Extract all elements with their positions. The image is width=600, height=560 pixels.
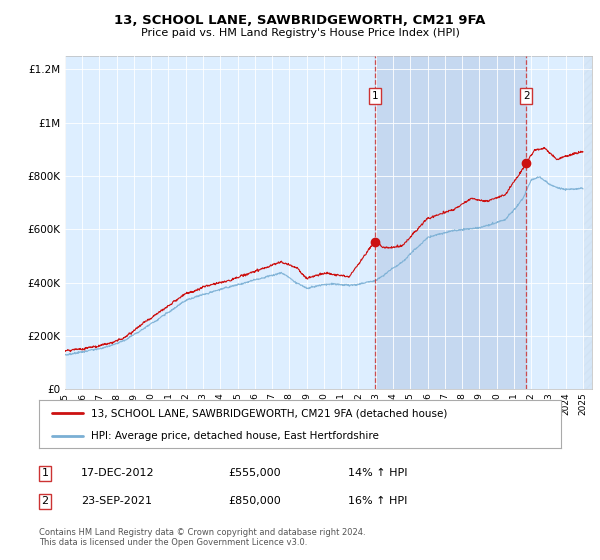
Text: £555,000: £555,000 [228, 468, 281, 478]
Text: £850,000: £850,000 [228, 496, 281, 506]
Text: 16% ↑ HPI: 16% ↑ HPI [348, 496, 407, 506]
Text: 13, SCHOOL LANE, SAWBRIDGEWORTH, CM21 9FA (detached house): 13, SCHOOL LANE, SAWBRIDGEWORTH, CM21 9F… [91, 408, 448, 418]
Text: 13, SCHOOL LANE, SAWBRIDGEWORTH, CM21 9FA: 13, SCHOOL LANE, SAWBRIDGEWORTH, CM21 9F… [115, 14, 485, 27]
Text: 14% ↑ HPI: 14% ↑ HPI [348, 468, 407, 478]
Text: 17-DEC-2012: 17-DEC-2012 [81, 468, 155, 478]
Text: HPI: Average price, detached house, East Hertfordshire: HPI: Average price, detached house, East… [91, 431, 379, 441]
Text: 23-SEP-2021: 23-SEP-2021 [81, 496, 152, 506]
Text: Price paid vs. HM Land Registry's House Price Index (HPI): Price paid vs. HM Land Registry's House … [140, 28, 460, 38]
Text: 2: 2 [523, 91, 530, 101]
Bar [375, 56, 526, 389]
Text: 1: 1 [41, 468, 49, 478]
Text: 2: 2 [41, 496, 49, 506]
Bar [583, 56, 592, 389]
Text: 1: 1 [371, 91, 379, 101]
Text: Contains HM Land Registry data © Crown copyright and database right 2024.
This d: Contains HM Land Registry data © Crown c… [39, 528, 365, 547]
